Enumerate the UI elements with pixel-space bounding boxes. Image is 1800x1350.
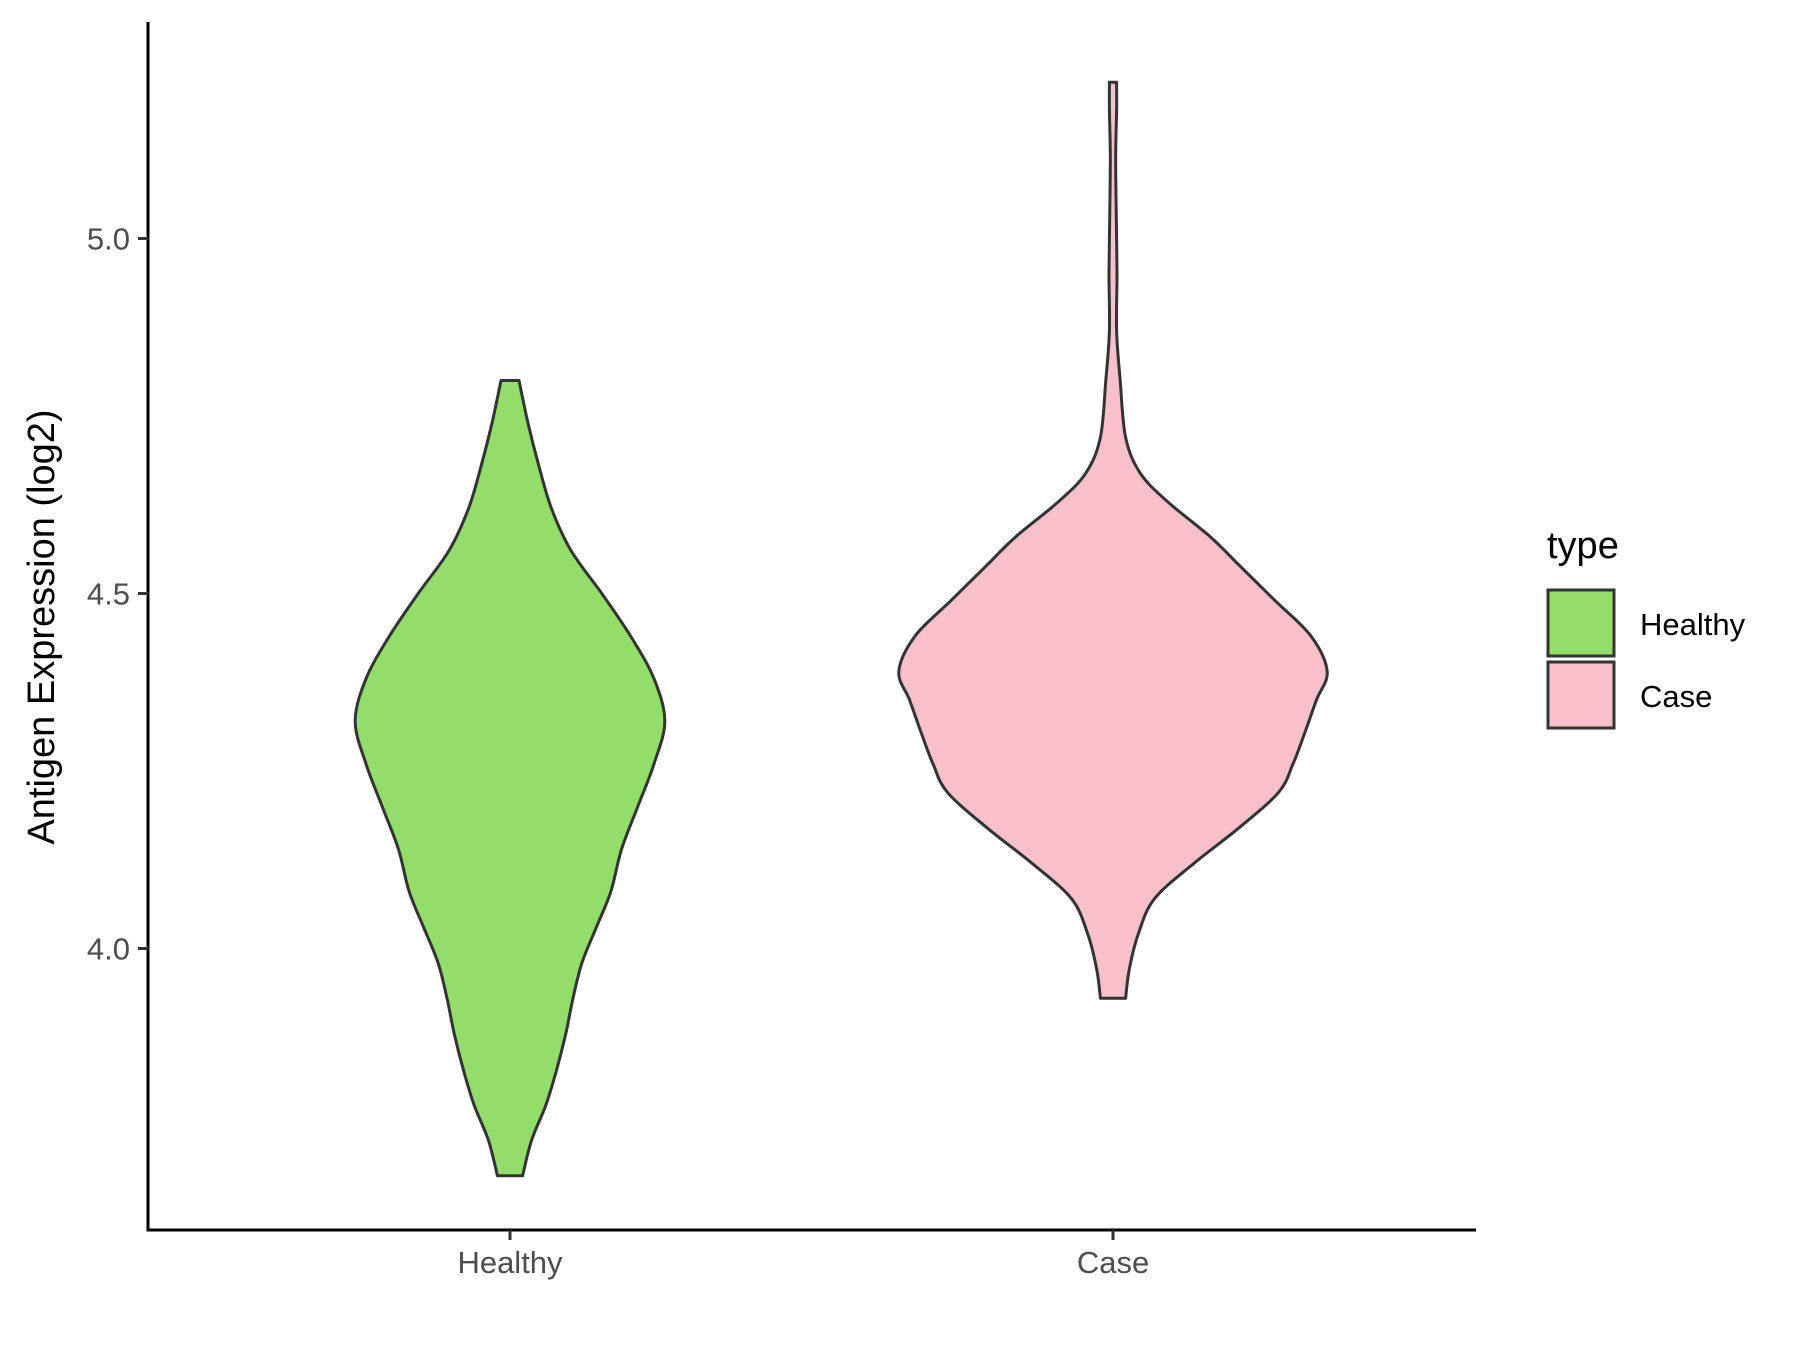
y-tick-label: 4.5 — [87, 577, 130, 612]
legend-swatch-case — [1546, 660, 1616, 730]
violin-case — [897, 80, 1329, 1000]
legend-label-healthy: Healthy — [1640, 607, 1746, 642]
y-tick-label: 4.0 — [87, 932, 130, 967]
violin-layer — [353, 80, 1329, 1178]
legend: Healthy Case — [1546, 588, 1746, 730]
y-tick-label: 5.0 — [87, 222, 130, 257]
y-axis-ticks: 4.0 4.5 5.0 — [87, 222, 148, 967]
legend-title: type — [1547, 525, 1619, 567]
x-tick-label: Case — [1077, 1245, 1149, 1280]
violin-healthy — [353, 379, 667, 1178]
x-axis-ticks: Healthy Case — [457, 1230, 1149, 1280]
legend-swatch-healthy — [1546, 588, 1616, 658]
x-tick-label: Healthy — [457, 1245, 563, 1280]
y-axis-title: Antigen Expression (log2) — [21, 409, 63, 844]
legend-label-case: Case — [1640, 679, 1712, 714]
